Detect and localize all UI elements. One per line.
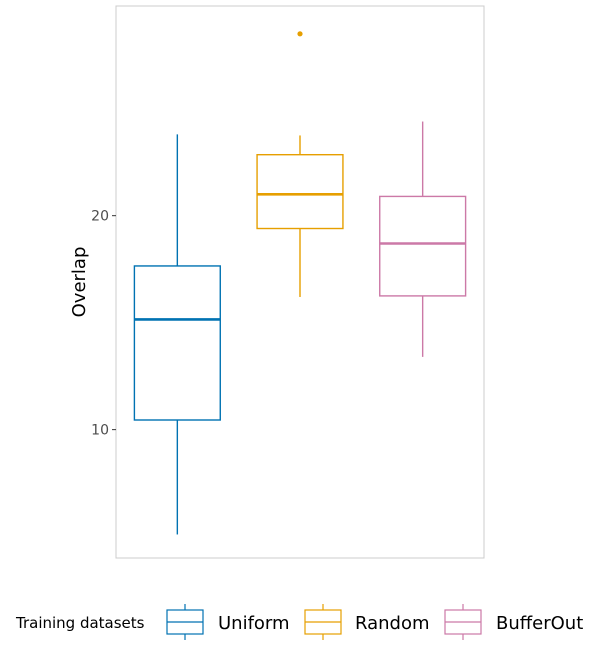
box-random: [256, 31, 344, 297]
y-tick-label: 10: [91, 423, 109, 439]
legend-title: Training datasets: [15, 614, 145, 632]
box-bufferout: [379, 121, 467, 357]
box-body: [256, 153, 344, 230]
legend-label-uniform: Uniform: [218, 613, 290, 634]
legend-label-random: Random: [355, 613, 430, 634]
y-tick-label: 20: [91, 209, 109, 225]
legend-key-bufferout: [444, 604, 482, 640]
panel-border: [115, 5, 485, 559]
legend-key-uniform: [166, 604, 204, 640]
y-axis: 10 20: [91, 209, 116, 439]
legend-key-random: [304, 604, 342, 640]
box-body: [379, 195, 467, 297]
y-axis-title: Overlap: [69, 247, 90, 318]
box-uniform: [133, 134, 221, 535]
outlier-point: [297, 31, 303, 37]
box-body: [133, 265, 221, 421]
legend: Training datasets Uniform Random BufferOut: [15, 604, 583, 640]
legend-label-bufferout: BufferOut: [496, 613, 583, 634]
boxes: [133, 31, 467, 535]
